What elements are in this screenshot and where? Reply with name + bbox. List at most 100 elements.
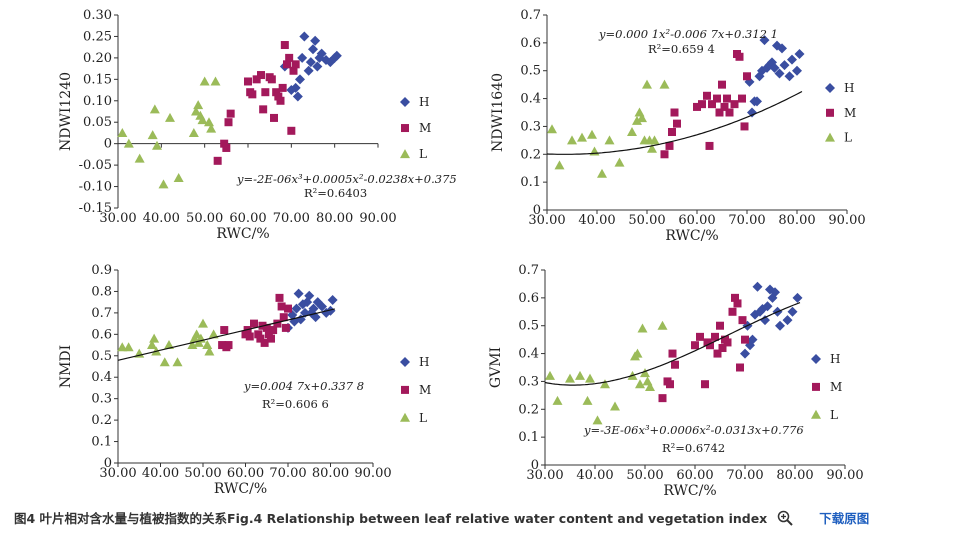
data-point-l: [165, 112, 175, 122]
data-point-m: [706, 341, 714, 350]
x-tick-label: 60.00: [227, 466, 264, 481]
data-point-h: [752, 281, 763, 292]
data-point-l: [158, 179, 169, 189]
data-point-h: [740, 348, 750, 359]
data-point-m: [256, 334, 265, 343]
data-point-m: [725, 108, 734, 117]
x-axis-label: RWC/%: [214, 481, 267, 497]
y-tick-label: 0.5: [518, 319, 539, 334]
data-point-m: [703, 91, 711, 100]
y-tick-label: -0.15: [79, 201, 112, 216]
data-point-m: [670, 108, 679, 117]
legend: HML: [400, 355, 431, 425]
x-tick-label: 90.00: [826, 468, 863, 483]
data-point-l: [173, 172, 184, 182]
x-tick-label: 40.00: [576, 468, 613, 483]
data-point-m: [696, 332, 704, 341]
y-tick-label: 0.6: [518, 291, 539, 306]
data-point-l: [552, 395, 563, 405]
x-axis-label: RWC/%: [216, 226, 269, 242]
y-tick-label: 0.5: [91, 349, 112, 364]
x-tick-label: 80.00: [778, 213, 815, 228]
data-point-m: [241, 330, 250, 339]
data-point-m: [691, 341, 699, 350]
data-point-m: [713, 349, 722, 358]
data-point-m: [743, 72, 751, 81]
data-point-h: [770, 287, 780, 298]
y-tick-label: 0.5: [520, 64, 541, 79]
data-point-l: [197, 115, 208, 125]
legend-label-m: M: [844, 106, 856, 120]
x-tick-label: 80.00: [316, 211, 353, 226]
data-point-m: [275, 293, 284, 302]
data-point-l: [657, 320, 668, 330]
data-point-m: [673, 119, 681, 128]
y-tick-label: 0.3: [91, 392, 112, 407]
data-point-m: [730, 100, 739, 109]
data-point-m: [244, 77, 252, 86]
data-points: [545, 281, 803, 425]
data-point-h: [312, 61, 323, 72]
data-point-m: [250, 319, 258, 328]
y-tick-label: 0: [533, 203, 541, 218]
data-point-l: [647, 143, 657, 153]
data-point-l: [123, 342, 134, 352]
data-point-h: [303, 65, 314, 76]
legend-label-m: M: [419, 383, 431, 397]
data-point-m: [708, 100, 716, 109]
y-tick-label: 0.20: [83, 51, 112, 66]
data-point-h: [752, 96, 762, 107]
r-squared-label: R²=0.606 6: [262, 397, 329, 411]
y-tick-label: 0.1: [91, 435, 112, 450]
data-point-l: [642, 79, 652, 89]
data-point-l: [632, 348, 643, 358]
x-tick-label: 50.00: [628, 213, 665, 228]
x-axis-label: RWC/%: [665, 228, 718, 244]
legend-label-h: H: [419, 355, 429, 369]
data-point-l: [202, 340, 213, 350]
data-point-m: [274, 92, 283, 101]
y-tick-label: 0.4: [91, 370, 112, 385]
data-point-h: [305, 57, 316, 68]
magnifier-plus-icon[interactable]: [777, 510, 793, 526]
legend-marker-m: [812, 382, 820, 391]
y-tick-label: 0.2: [518, 402, 539, 417]
data-point-l: [164, 340, 174, 350]
data-point-m: [698, 100, 706, 109]
data-point-h: [794, 49, 805, 59]
data-point-m: [289, 66, 298, 75]
data-point-h: [327, 295, 338, 306]
data-point-l: [159, 357, 170, 367]
data-point-l: [577, 132, 587, 142]
data-point-h: [787, 306, 798, 317]
data-point-m: [660, 150, 669, 159]
y-tick-label: 0.25: [83, 29, 112, 44]
y-tick-label: 0: [531, 458, 539, 473]
data-point-m: [668, 128, 676, 136]
chart-panel-nmdi: 0 0.1 0.2 0.3 0.4 0.5 0.6 0.7 0.8 0.9 30.00 40.00 50…: [0, 255, 480, 505]
data-point-m: [218, 341, 227, 350]
data-point-l: [123, 138, 134, 148]
y-tick-label: 0.05: [83, 115, 112, 130]
data-point-l: [600, 379, 610, 389]
data-point-m: [741, 335, 749, 344]
figure-caption-bar: 图4 叶片相对含水量与植被指数的关系Fig.4 Relationship bet…: [14, 508, 869, 527]
x-tick-label: 80.00: [776, 468, 813, 483]
y-tick-label: 0.30: [83, 8, 112, 23]
trendline: [544, 302, 801, 386]
data-point-l: [204, 346, 215, 356]
y-tick-label: 0.3: [520, 119, 541, 134]
r-squared-label: R²=0.6403: [304, 186, 367, 200]
data-point-h: [747, 107, 757, 118]
download-original-link[interactable]: 下载原图: [819, 511, 870, 526]
data-point-h: [784, 71, 795, 82]
data-point-m: [213, 156, 222, 165]
data-point-m: [252, 75, 261, 84]
data-point-l: [567, 135, 577, 145]
data-point-h: [762, 301, 773, 312]
data-point-m: [222, 143, 231, 152]
legend-label-h: H: [844, 81, 854, 95]
data-point-m: [260, 338, 269, 347]
trendline: [546, 90, 803, 155]
figure-caption: 图4 叶片相对含水量与植被指数的关系Fig.4 Relationship bet…: [14, 511, 768, 526]
